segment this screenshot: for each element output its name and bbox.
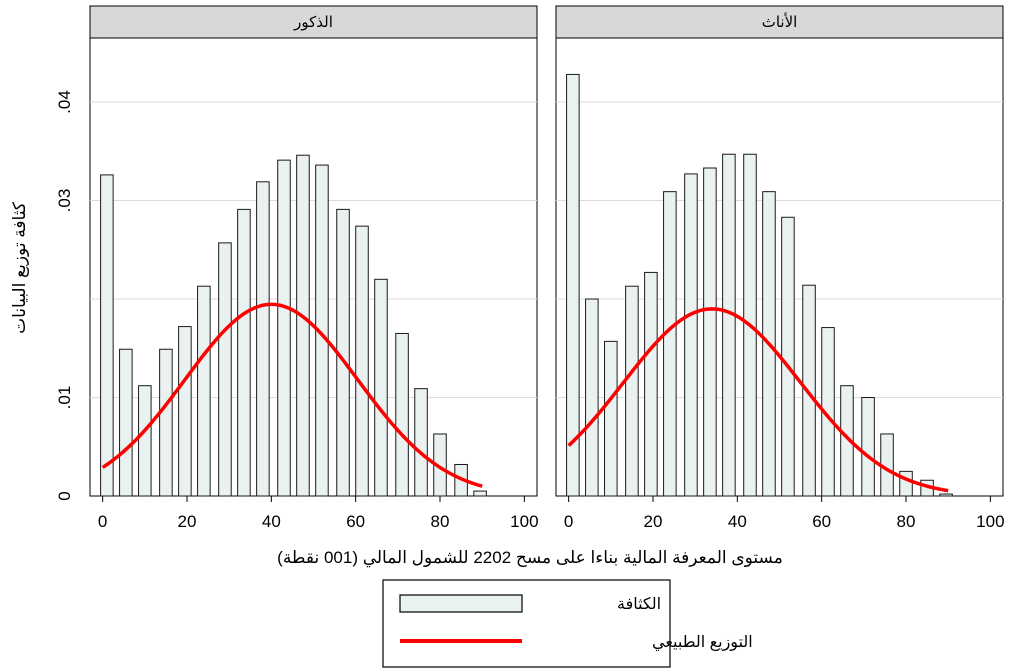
histogram-bar bbox=[119, 348, 133, 497]
x-tick-label: 80 bbox=[897, 512, 916, 531]
y-axis-label: كثافة توزيع البيانات bbox=[10, 201, 30, 334]
x-tick-label: 100 bbox=[510, 512, 538, 531]
histogram-bar bbox=[684, 173, 698, 497]
histogram-bar bbox=[585, 298, 599, 497]
histogram-bar bbox=[296, 154, 310, 497]
histogram-bar bbox=[722, 153, 736, 497]
histogram-bar bbox=[374, 278, 388, 497]
y-tick-label: 0 bbox=[55, 491, 74, 500]
x-tick-label: 40 bbox=[728, 512, 747, 531]
histogram-bar bbox=[781, 216, 795, 497]
histogram-bar bbox=[899, 470, 913, 497]
histogram-bar bbox=[159, 348, 173, 497]
histogram-bar bbox=[277, 159, 291, 497]
histogram-bar bbox=[138, 385, 152, 497]
histogram-bar bbox=[218, 242, 232, 497]
axes-layer: 0 .01 .03 .04 الذكور 0 20 40 60 80 100 الأناث 0 20 40 6… bbox=[55, 5, 1005, 531]
legend-label-normal: التوزيع الطبيعي bbox=[652, 634, 753, 652]
histogram-bar bbox=[840, 385, 854, 497]
facet-header bbox=[89, 5, 538, 39]
histogram-bar bbox=[256, 181, 270, 497]
histogram-bar bbox=[355, 225, 369, 497]
legend-label-density: الكثافة bbox=[617, 596, 661, 613]
normal-curve bbox=[101, 302, 483, 488]
x-tick-label: 0 bbox=[564, 512, 573, 531]
histogram-bar bbox=[315, 164, 329, 497]
histogram-bar bbox=[703, 167, 717, 497]
legend-frame bbox=[382, 579, 671, 668]
x-tick-label: 40 bbox=[262, 512, 281, 531]
histogram-bar bbox=[625, 285, 639, 497]
histogram-bar bbox=[604, 340, 618, 497]
histogram-bar bbox=[663, 191, 677, 497]
x-axis-label: مستوى المعرفة المالية بناءا على مسح 2202… bbox=[277, 548, 783, 568]
plot-frame bbox=[555, 37, 1004, 497]
histogram-bar bbox=[566, 73, 580, 497]
histogram-bar bbox=[939, 493, 953, 497]
histogram-bar bbox=[473, 490, 487, 497]
histogram-bar bbox=[414, 388, 428, 497]
x-tick-label: 20 bbox=[178, 512, 197, 531]
histogram-bar bbox=[197, 285, 211, 497]
y-tick-label: .04 bbox=[55, 90, 74, 114]
legend: الكثافة التوزيع الطبيعي bbox=[382, 579, 753, 668]
histogram-bar bbox=[100, 174, 114, 497]
x-tick-label: 60 bbox=[346, 512, 365, 531]
histogram-bar bbox=[178, 326, 192, 497]
y-tick-label: .01 bbox=[55, 386, 74, 410]
facet-title: الأناث bbox=[762, 12, 798, 31]
x-tick-label: 100 bbox=[976, 512, 1004, 531]
facet-title: الذكور bbox=[293, 14, 333, 31]
panel-1: الذكور 0 20 40 60 80 100 bbox=[89, 5, 539, 531]
histogram-bar bbox=[395, 332, 409, 497]
x-tick-label: 0 bbox=[98, 512, 107, 531]
facet-header bbox=[555, 5, 1004, 39]
x-tick-label: 20 bbox=[644, 512, 663, 531]
panel-2: الأناث 0 20 40 60 80 100 bbox=[555, 5, 1005, 531]
x-tick-label: 60 bbox=[812, 512, 831, 531]
histogram-bar bbox=[237, 208, 251, 497]
legend-swatch-density bbox=[399, 594, 523, 613]
y-tick-label: .03 bbox=[55, 189, 74, 213]
histogram-bar bbox=[644, 271, 658, 497]
histogram-bar bbox=[861, 397, 875, 497]
x-tick-label: 80 bbox=[431, 512, 450, 531]
normal-curve bbox=[567, 307, 949, 493]
plot-frame bbox=[89, 37, 538, 497]
